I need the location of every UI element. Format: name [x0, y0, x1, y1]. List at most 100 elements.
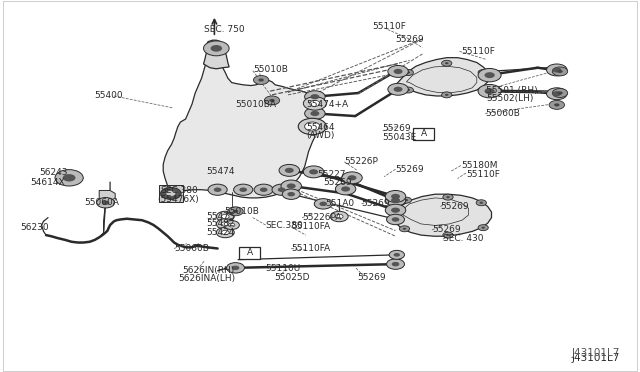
Circle shape [97, 198, 115, 208]
Text: 55110FA: 55110FA [291, 222, 330, 231]
Circle shape [445, 94, 449, 96]
Circle shape [303, 166, 324, 178]
Text: 55110F: 55110F [372, 22, 406, 31]
Circle shape [557, 70, 563, 73]
Circle shape [102, 201, 109, 205]
Text: 5626IN(RH): 5626IN(RH) [182, 266, 235, 275]
Circle shape [401, 197, 412, 203]
Text: 55010BA: 55010BA [236, 100, 276, 109]
Circle shape [391, 194, 400, 199]
Circle shape [269, 99, 275, 102]
Circle shape [259, 78, 264, 81]
Circle shape [547, 88, 567, 100]
Circle shape [287, 192, 295, 196]
Circle shape [484, 72, 495, 78]
Circle shape [211, 45, 222, 52]
Text: 55025D: 55025D [274, 273, 309, 282]
Circle shape [388, 65, 408, 77]
Circle shape [282, 189, 300, 199]
Polygon shape [99, 190, 115, 201]
Circle shape [216, 227, 234, 238]
Circle shape [552, 67, 568, 76]
Circle shape [554, 103, 559, 106]
Circle shape [272, 184, 291, 195]
Text: 55110F: 55110F [461, 47, 495, 56]
Circle shape [305, 122, 320, 131]
Polygon shape [394, 194, 492, 236]
Circle shape [481, 89, 485, 91]
Circle shape [314, 199, 332, 209]
Text: 56243: 56243 [40, 169, 68, 177]
Circle shape [446, 196, 450, 198]
Text: 5626INA(LH): 5626INA(LH) [178, 275, 235, 283]
Circle shape [389, 250, 404, 259]
Circle shape [403, 87, 413, 93]
Circle shape [232, 266, 239, 270]
FancyBboxPatch shape [239, 247, 260, 259]
Circle shape [549, 100, 564, 109]
Circle shape [309, 169, 318, 174]
Circle shape [484, 88, 495, 94]
Circle shape [233, 210, 238, 213]
Text: 55502(LH): 55502(LH) [486, 94, 534, 103]
Text: 55501 (RH): 55501 (RH) [486, 86, 538, 94]
Circle shape [387, 214, 404, 225]
Text: 55269: 55269 [440, 202, 469, 211]
Text: 54614X: 54614X [31, 178, 65, 187]
Text: SEC. 750: SEC. 750 [204, 25, 244, 34]
Circle shape [341, 186, 350, 192]
Circle shape [161, 187, 181, 199]
Polygon shape [204, 40, 229, 69]
Text: SEC.380: SEC.380 [266, 221, 303, 230]
Text: 55110F: 55110F [466, 170, 500, 179]
Circle shape [391, 208, 400, 213]
Circle shape [228, 207, 243, 216]
Text: A: A [420, 129, 427, 138]
Circle shape [214, 187, 221, 192]
Circle shape [403, 228, 406, 230]
Text: 55482: 55482 [206, 219, 235, 228]
Text: 55474: 55474 [206, 167, 235, 176]
Text: 55269: 55269 [357, 273, 386, 282]
Text: 55269: 55269 [323, 178, 352, 187]
Text: 55269: 55269 [362, 199, 390, 208]
Circle shape [319, 202, 327, 206]
Circle shape [216, 211, 234, 222]
Circle shape [385, 194, 406, 206]
Circle shape [445, 62, 449, 64]
Circle shape [478, 70, 488, 76]
Circle shape [547, 64, 567, 76]
Circle shape [406, 71, 410, 74]
Circle shape [387, 259, 404, 269]
Circle shape [227, 263, 244, 273]
Circle shape [224, 221, 239, 230]
Circle shape [478, 84, 501, 98]
Text: 55010B: 55010B [253, 65, 287, 74]
Circle shape [234, 184, 253, 195]
Circle shape [385, 204, 406, 216]
Text: 55475: 55475 [206, 212, 235, 221]
Circle shape [335, 214, 343, 219]
Text: J43101L7: J43101L7 [571, 353, 620, 363]
Circle shape [443, 194, 453, 200]
Circle shape [264, 96, 280, 105]
Text: 55400: 55400 [95, 92, 124, 100]
Circle shape [281, 180, 301, 192]
Circle shape [476, 200, 486, 206]
Circle shape [552, 91, 561, 96]
Polygon shape [163, 53, 317, 198]
Circle shape [253, 76, 269, 84]
Text: 55269: 55269 [383, 124, 412, 133]
Circle shape [330, 211, 348, 222]
Text: A: A [246, 248, 253, 257]
Circle shape [388, 83, 408, 95]
Text: 55269: 55269 [432, 225, 461, 234]
Circle shape [481, 227, 485, 229]
Text: 55110U: 55110U [266, 264, 301, 273]
Circle shape [394, 69, 403, 74]
Text: 55060B: 55060B [174, 244, 209, 253]
Text: SEC. 430: SEC. 430 [443, 234, 483, 243]
Text: 55180M: 55180M [461, 161, 497, 170]
Text: 56230: 56230 [20, 223, 49, 232]
Text: 55060B: 55060B [485, 109, 520, 118]
